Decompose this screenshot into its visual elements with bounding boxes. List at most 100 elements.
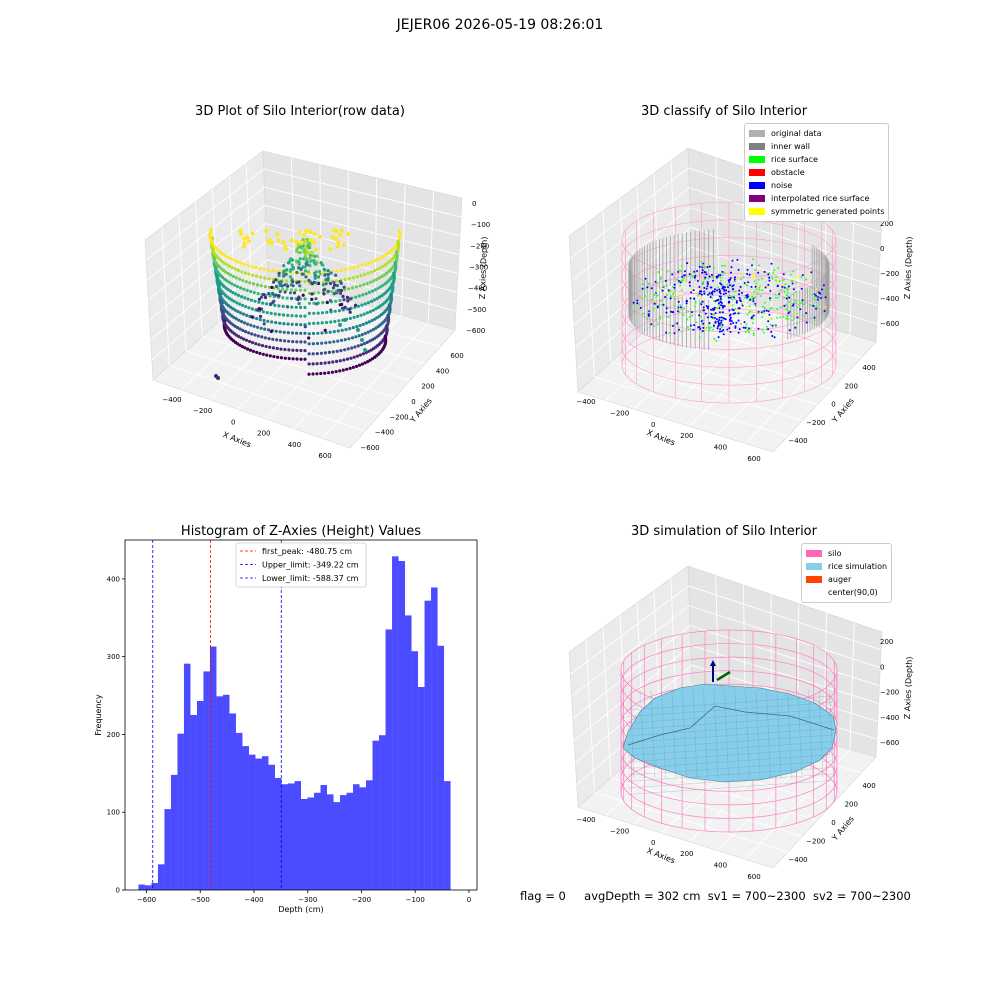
data-point [219, 251, 223, 255]
grid-line [290, 157, 296, 286]
histogram-bar [405, 615, 412, 890]
data-point [368, 310, 372, 314]
legend-entry: original data [749, 127, 884, 140]
data-point [323, 371, 327, 375]
data-point [239, 261, 243, 265]
data-point [260, 335, 264, 339]
classified-point [765, 309, 768, 312]
data-point [294, 288, 298, 292]
data-point [365, 281, 369, 286]
classified-point [688, 315, 691, 318]
data-point [325, 300, 329, 305]
classified-point [680, 289, 683, 292]
histogram-bar [216, 696, 223, 890]
data-point [335, 349, 339, 353]
classified-point [792, 288, 795, 291]
rice-mesh-line [627, 695, 833, 711]
data-point [377, 295, 382, 299]
classified-point [722, 274, 724, 277]
data-point [225, 295, 229, 299]
classified-point [783, 297, 786, 299]
data-point [355, 275, 359, 279]
classified-point [644, 295, 647, 298]
data-point [291, 267, 295, 271]
data-point [270, 285, 274, 289]
data-point [295, 270, 299, 275]
data-point [342, 358, 346, 362]
classified-point [667, 316, 670, 318]
rice-mesh-line [797, 689, 803, 779]
data-point [243, 346, 247, 350]
classified-point [729, 284, 731, 287]
classified-point [673, 323, 676, 326]
data-point [285, 305, 290, 309]
z-axis-label: Z Axies (Depth) [478, 236, 489, 299]
classify-legend: original data inner wall rice surface obsta… [744, 123, 890, 222]
classified-point [729, 313, 732, 316]
data-point [362, 312, 366, 316]
classified-point [687, 328, 690, 331]
classified-point [722, 328, 725, 331]
z-tick-label: −100 [471, 221, 490, 229]
classified-point [709, 296, 712, 298]
data-point [236, 326, 240, 330]
classified-point [636, 299, 639, 302]
data-point [300, 272, 304, 276]
data-point [295, 357, 299, 361]
data-point [328, 247, 333, 252]
classified-point [656, 323, 659, 326]
histogram-bar [255, 758, 262, 890]
data-point [368, 280, 373, 284]
data-point [296, 297, 300, 302]
data-point [386, 313, 390, 317]
data-point [348, 366, 352, 370]
classified-point [783, 286, 786, 289]
data-point [343, 348, 347, 352]
classified-point [805, 278, 808, 281]
data-point [308, 238, 313, 243]
data-point [245, 313, 249, 317]
classified-point [670, 310, 673, 313]
data-point [339, 228, 344, 233]
classified-point [667, 289, 670, 292]
data-point [382, 254, 386, 258]
grid-line [602, 627, 612, 778]
data-point [373, 288, 377, 292]
x-tick-label: 0 [231, 418, 235, 426]
data-point [368, 358, 372, 362]
rice-mesh-line [627, 728, 833, 743]
histogram-bar [235, 732, 243, 890]
data-point [366, 330, 370, 334]
data-point [327, 361, 331, 365]
classified-point [792, 270, 795, 273]
data-point [333, 319, 337, 324]
grid-line [627, 346, 818, 406]
classified-point [761, 328, 764, 331]
data-point [305, 263, 309, 267]
data-point [283, 347, 287, 352]
rice-mesh-line [755, 689, 761, 779]
legend-swatch [749, 143, 765, 150]
data-point [266, 328, 271, 332]
classified-point [768, 297, 771, 300]
data-point [222, 261, 227, 265]
y-tick-label: −400 [375, 429, 394, 437]
classified-point [790, 305, 793, 308]
classified-point [681, 308, 684, 311]
legend-entry: inner wall [749, 140, 884, 153]
classified-point [656, 294, 659, 297]
classified-point [647, 283, 650, 285]
data-point [370, 338, 374, 342]
classified-point [700, 260, 703, 263]
data-point [268, 345, 272, 349]
y-tick-label: 400 [862, 364, 875, 372]
data-point [272, 355, 276, 359]
classified-point [724, 318, 727, 321]
data-point [250, 332, 254, 336]
histogram-bar [294, 781, 301, 890]
data-point [299, 305, 303, 309]
data-point [245, 288, 249, 292]
data-point [270, 241, 274, 246]
classified-point [800, 287, 803, 290]
classified-point [685, 299, 688, 302]
